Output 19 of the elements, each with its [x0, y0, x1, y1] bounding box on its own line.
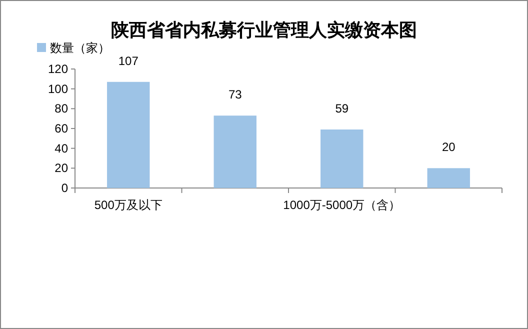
- y-tick-label: 100: [48, 82, 68, 96]
- data-label: 20: [442, 140, 456, 154]
- y-tick-label: 40: [54, 141, 68, 156]
- x-tick-label: 1000万-5000万（含）: [283, 198, 401, 212]
- legend-label: 数量（家）: [50, 41, 110, 55]
- data-label: 107: [118, 54, 139, 68]
- y-tick-label: 80: [54, 102, 68, 116]
- bar: [214, 116, 256, 188]
- bar: [427, 168, 470, 188]
- y-tick-label: 20: [54, 161, 68, 176]
- y-tick-label: 120: [48, 62, 68, 76]
- data-label: 73: [228, 88, 242, 102]
- y-tick-label: 0: [61, 181, 68, 195]
- x-tick-label: 500万及以下: [94, 198, 162, 212]
- bar: [107, 82, 150, 188]
- y-tick-label: 60: [54, 122, 68, 136]
- data-label: 59: [335, 101, 349, 116]
- chart-title: 陕西省省内私募行业管理人实缴资本图: [111, 20, 417, 40]
- bar: [320, 129, 364, 188]
